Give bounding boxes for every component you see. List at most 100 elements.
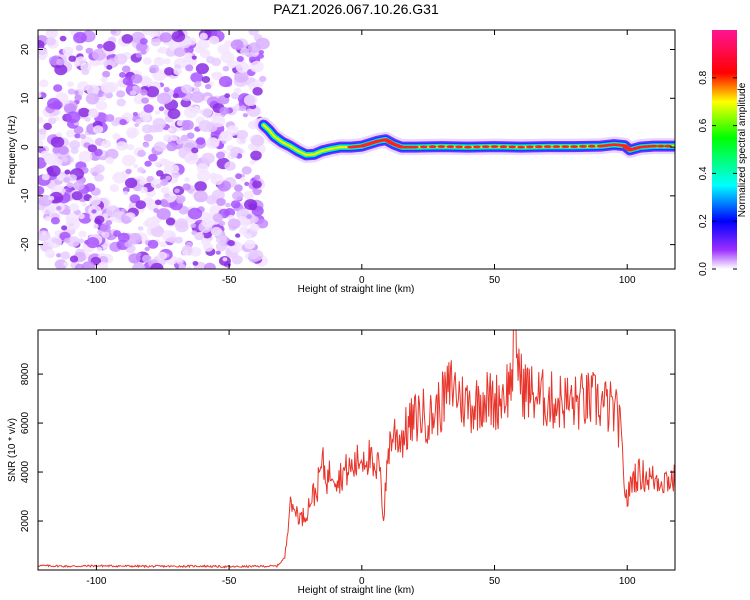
noise-blob: [197, 170, 211, 182]
noise-blob: [97, 247, 103, 252]
colorbar-tick-label: 0.6: [698, 118, 709, 132]
noise-blob: [45, 249, 56, 258]
noise-blob: [203, 243, 213, 252]
noise-blob: [73, 181, 84, 190]
noise-blob: [60, 251, 70, 259]
noise-blob: [153, 208, 159, 213]
noise-blob: [144, 161, 151, 167]
colorbar-tick-label: 0.0: [698, 262, 709, 276]
noise-blob: [251, 135, 265, 146]
noise-blob: [211, 227, 222, 236]
figure: -100 -50 0 50 100 -20-1001020 Height of stra…: [0, 0, 750, 600]
noise-blob: [143, 221, 149, 226]
ridge-hotspot: [455, 146, 463, 149]
noise-blob: [259, 76, 266, 82]
noise-blob: [53, 84, 62, 92]
snr-background: [38, 330, 675, 570]
noise-blob: [185, 52, 192, 58]
noise-blob: [222, 132, 233, 141]
noise-blob: [63, 47, 74, 56]
noise-blob: [143, 104, 153, 113]
noise-blob: [69, 203, 79, 211]
noise-blob: [209, 36, 219, 45]
noise-blob: [95, 216, 105, 224]
noise-blob: [182, 183, 191, 190]
noise-blob: [81, 69, 89, 75]
noise-blob: [62, 157, 68, 162]
noise-blob: [164, 87, 170, 92]
noise-blob: [140, 187, 148, 193]
noise-blob: [239, 105, 246, 111]
noise-blob: [101, 77, 108, 83]
noise-blob: [201, 153, 214, 164]
snr-x-label: Height of straight line (km): [298, 585, 415, 596]
noise-blob: [187, 37, 196, 45]
y-tick-label: 4000: [20, 460, 31, 483]
noise-blob: [169, 237, 177, 244]
noise-blob: [48, 236, 62, 248]
noise-blob: [123, 77, 133, 85]
noise-blob: [70, 256, 78, 263]
noise-blob: [39, 128, 46, 134]
noise-blob: [93, 224, 98, 229]
noise-blob: [175, 218, 188, 229]
noise-blob: [137, 150, 146, 157]
noise-blob: [218, 44, 230, 54]
noise-blob: [93, 125, 103, 134]
ridge-hotspot: [473, 146, 481, 149]
noise-blob: [181, 84, 192, 93]
noise-blob: [235, 233, 240, 237]
noise-blob: [140, 89, 148, 95]
noise-blob: [170, 135, 177, 141]
noise-blob: [140, 114, 150, 122]
noise-blob: [237, 130, 248, 140]
noise-blob: [237, 56, 244, 62]
noise-blob: [141, 50, 147, 55]
noise-blob: [168, 128, 173, 132]
noise-blob: [140, 38, 148, 45]
noise-blob: [75, 56, 86, 65]
noise-blob: [142, 255, 151, 263]
noise-blob: [191, 147, 198, 153]
noise-blob: [216, 235, 227, 244]
noise-blob: [155, 200, 162, 206]
noise-blob: [248, 27, 258, 36]
noise-blob: [82, 202, 87, 206]
ridge-hotspot: [437, 145, 445, 148]
noise-blob: [51, 217, 60, 224]
noise-blob: [155, 110, 161, 115]
noise-blob: [185, 64, 193, 71]
noise-blob: [146, 86, 159, 97]
noise-blob: [142, 124, 153, 133]
noise-blob: [159, 106, 165, 111]
noise-blob: [163, 58, 171, 64]
x-tick-label: 100: [619, 576, 636, 587]
ridge-hotspot: [411, 146, 419, 149]
noise-blob: [86, 48, 93, 54]
noise-blob: [244, 240, 255, 250]
noise-blob: [39, 80, 48, 88]
noise-blob: [234, 184, 243, 191]
ridge-hotspot: [570, 145, 578, 148]
noise-blob: [119, 119, 126, 125]
noise-blob: [122, 155, 136, 167]
ridge-hotspot: [561, 145, 569, 148]
noise-blob: [151, 38, 161, 46]
noise-blob: [33, 186, 44, 195]
noise-blob: [117, 99, 126, 107]
y-tick-label: -10: [20, 188, 31, 203]
noise-blob: [48, 117, 56, 124]
noise-blob: [63, 177, 70, 183]
noise-blob: [79, 151, 93, 162]
noise-blob: [92, 172, 98, 177]
noise-blob: [217, 73, 222, 78]
ridge-hotspot: [517, 146, 525, 149]
noise-blob: [182, 250, 189, 256]
noise-blob: [101, 140, 111, 148]
noise-blob: [133, 112, 138, 116]
noise-blob: [79, 231, 87, 238]
noise-blob: [206, 137, 220, 148]
noise-blob: [56, 132, 62, 137]
noise-blob: [122, 34, 133, 44]
noise-blob: [53, 159, 63, 167]
